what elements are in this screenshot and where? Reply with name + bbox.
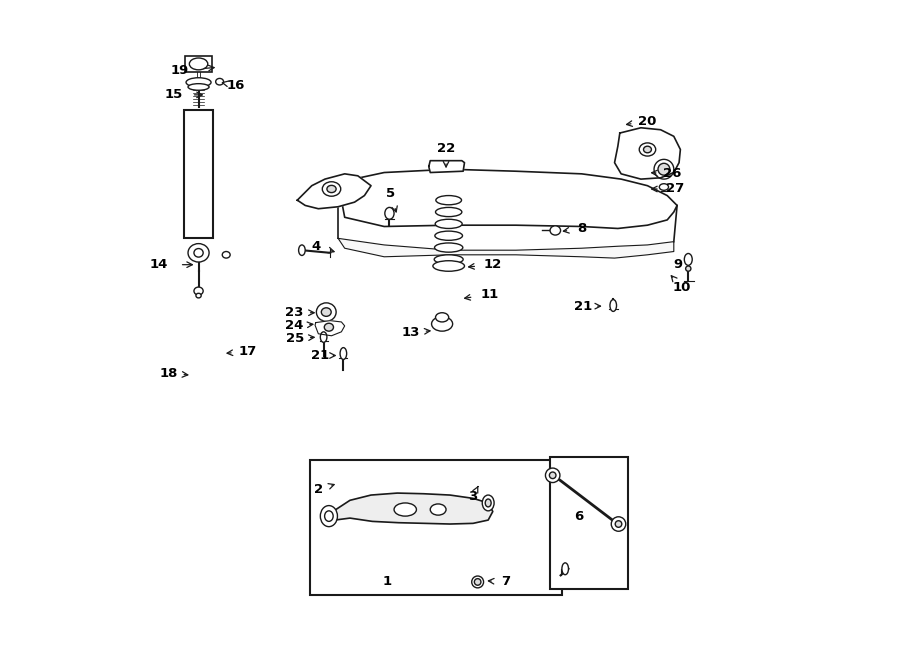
Text: 26: 26: [663, 167, 681, 180]
Polygon shape: [615, 128, 680, 179]
Ellipse shape: [658, 163, 670, 175]
Text: 18: 18: [159, 367, 177, 380]
Text: 25: 25: [285, 332, 304, 345]
Text: 21: 21: [574, 299, 592, 313]
Ellipse shape: [324, 323, 334, 331]
Ellipse shape: [186, 78, 211, 87]
Ellipse shape: [436, 196, 462, 205]
Text: 21: 21: [310, 349, 328, 362]
Bar: [185, 56, 211, 73]
Text: 20: 20: [638, 115, 657, 128]
Text: 24: 24: [285, 319, 304, 332]
Ellipse shape: [660, 184, 669, 190]
Ellipse shape: [320, 506, 338, 527]
Text: 8: 8: [577, 222, 586, 235]
Text: 6: 6: [573, 510, 583, 523]
Text: 11: 11: [481, 288, 499, 301]
Text: 17: 17: [238, 345, 256, 358]
Polygon shape: [429, 161, 464, 173]
Ellipse shape: [611, 517, 625, 531]
Ellipse shape: [616, 521, 622, 527]
Ellipse shape: [433, 260, 464, 271]
Text: 15: 15: [165, 89, 183, 101]
Ellipse shape: [684, 253, 692, 265]
Bar: [310, 460, 562, 595]
Ellipse shape: [188, 84, 209, 91]
Ellipse shape: [436, 219, 463, 229]
Text: 12: 12: [483, 258, 502, 271]
Bar: [184, 110, 213, 239]
Text: 19: 19: [171, 64, 189, 77]
Ellipse shape: [485, 499, 491, 507]
Text: 10: 10: [672, 281, 691, 294]
Ellipse shape: [216, 79, 223, 85]
Ellipse shape: [340, 348, 346, 360]
Bar: [550, 457, 627, 588]
Text: 9: 9: [673, 258, 682, 271]
Ellipse shape: [194, 287, 203, 295]
Ellipse shape: [610, 299, 616, 311]
Text: 4: 4: [311, 240, 320, 253]
Ellipse shape: [299, 245, 305, 255]
Ellipse shape: [188, 244, 209, 262]
Text: 3: 3: [468, 490, 478, 503]
Text: 7: 7: [501, 576, 510, 588]
Text: 27: 27: [666, 182, 684, 196]
Ellipse shape: [654, 159, 674, 179]
Ellipse shape: [394, 503, 417, 516]
Ellipse shape: [321, 308, 331, 317]
Ellipse shape: [644, 146, 652, 153]
Ellipse shape: [435, 231, 463, 241]
Ellipse shape: [686, 266, 691, 271]
Ellipse shape: [189, 58, 208, 70]
Text: 22: 22: [436, 142, 455, 155]
Ellipse shape: [549, 472, 556, 479]
Text: 5: 5: [386, 187, 395, 200]
Ellipse shape: [320, 332, 327, 342]
Ellipse shape: [327, 185, 336, 192]
Ellipse shape: [435, 243, 463, 253]
Polygon shape: [338, 169, 677, 229]
Polygon shape: [338, 239, 674, 258]
Ellipse shape: [472, 576, 483, 588]
Ellipse shape: [385, 208, 394, 219]
Ellipse shape: [222, 252, 230, 258]
Text: 1: 1: [382, 576, 392, 588]
Ellipse shape: [639, 143, 656, 156]
Text: 13: 13: [401, 326, 419, 339]
Text: 23: 23: [285, 306, 304, 319]
Ellipse shape: [545, 468, 560, 483]
Ellipse shape: [562, 563, 569, 574]
Polygon shape: [325, 493, 493, 525]
Text: 14: 14: [150, 258, 168, 271]
Text: 2: 2: [314, 483, 323, 496]
Polygon shape: [315, 321, 345, 336]
Ellipse shape: [434, 254, 464, 264]
Ellipse shape: [436, 313, 449, 322]
Ellipse shape: [482, 495, 494, 511]
Ellipse shape: [436, 208, 462, 217]
Ellipse shape: [194, 249, 203, 257]
Ellipse shape: [550, 226, 561, 235]
Polygon shape: [297, 174, 371, 209]
Ellipse shape: [430, 504, 446, 515]
Ellipse shape: [325, 511, 333, 522]
Ellipse shape: [432, 317, 453, 331]
Text: 16: 16: [227, 79, 246, 92]
Ellipse shape: [322, 182, 341, 196]
Ellipse shape: [196, 293, 202, 298]
Ellipse shape: [474, 578, 481, 585]
Ellipse shape: [317, 303, 336, 321]
